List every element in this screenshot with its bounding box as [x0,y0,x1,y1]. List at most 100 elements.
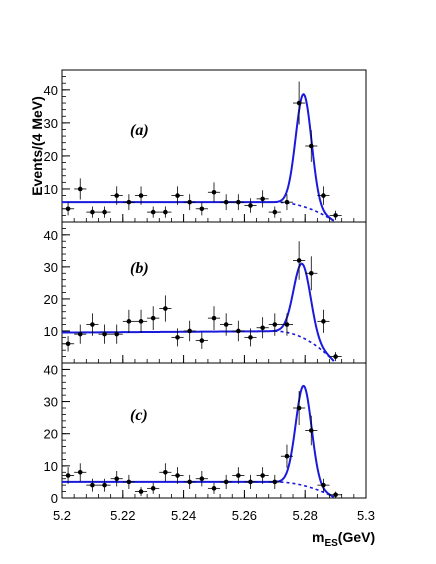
data-marker [150,315,156,321]
data-marker [175,473,180,478]
panel-b-data-point [220,313,233,336]
data-marker [187,328,192,334]
data-marker [296,258,302,263]
x-tick-label: 5.3 [357,508,375,523]
panel-a-data-point [98,206,111,218]
data-marker [308,428,314,433]
panel-b-data-point [317,309,330,333]
panel-c-data-point [183,474,196,489]
panel-a-data-point [74,178,87,200]
panel-a-data-point [268,206,281,218]
x-axis-title-unit: (GeV) [338,529,375,545]
panel-a-data-point [122,194,135,211]
x-tick-label: 5.22 [110,508,135,523]
panel-a-data-point [256,190,269,208]
x-axis-title: mES(GeV) [312,529,375,549]
panel-c-y-tick-label: 0 [51,491,58,506]
data-marker [272,209,278,215]
x-axis-title-main: m [312,529,324,545]
panel-a-y-tick-label: 30 [44,116,58,131]
data-marker [163,306,168,311]
data-marker [77,186,83,192]
panel-a-data-point [280,194,294,211]
data-marker [272,322,278,327]
panel-b-data-point [147,306,160,330]
data-marker [138,193,144,198]
data-marker [248,203,253,208]
data-marker [308,143,314,149]
data-marker [126,479,132,485]
panel-c-data-point [159,463,172,482]
panel-a-total-fit-curve [62,93,335,222]
data-marker [321,319,326,324]
data-marker [114,193,120,198]
panel-c-data-point [195,471,208,487]
panel-a-data-point [110,186,123,205]
data-marker [90,482,95,488]
panel-a-data-point [62,202,75,216]
panel-a-y-ticks: 10 20 30 40 [44,69,70,223]
data-marker [77,469,83,475]
data-marker [114,476,120,482]
panel-a-y-tick-label: 20 [44,149,58,164]
data-marker [150,486,156,491]
panel-b-y-tick-label: 10 [44,324,58,339]
panel-c-fit [62,384,335,498]
data-marker [150,209,156,215]
panel-a-data-point [147,206,160,218]
panel-c-y-ticks: 0 10 20 30 40 [44,362,70,506]
data-marker [248,335,253,340]
y-axis-title: Events/(4 MeV) [29,96,45,196]
panel-b-fit [62,262,335,362]
panel-a-data-point [86,206,99,218]
panel-c-data-point [256,467,269,484]
panel-c-data-point [98,478,111,492]
data-marker [175,193,180,198]
panel-b-data-point [329,352,342,362]
panel-a-data-point [305,130,318,162]
data-marker [163,209,168,215]
data-marker [90,322,95,327]
data-marker [102,331,107,337]
panel-c-data-points [62,390,342,498]
data-marker [199,206,205,212]
data-marker [102,482,107,488]
panel-b-data-point [86,313,99,336]
panel-c-label: (c) [130,407,148,424]
data-marker [187,199,192,205]
x-tick-label: 5.26 [232,508,257,523]
panel-b-data-point [159,295,172,322]
panel-a-data-point [159,206,172,218]
data-marker [77,331,83,337]
data-marker [211,486,217,491]
data-marker [236,199,241,205]
panel-c-data-point [171,467,184,484]
panel-c-data-point [207,482,221,494]
panel-b-label: (b) [130,260,149,277]
panel-b-data-point [98,324,111,344]
panel-b-data-point [171,328,184,347]
panel-a: (a) 10 20 30 40 [44,69,367,223]
data-marker [321,193,326,198]
panel-a-data-point [183,194,196,211]
data-marker [260,473,265,478]
panel-c-data-point [317,478,330,492]
data-marker [284,453,290,459]
panel-b-data-point [232,320,245,342]
data-marker [126,199,132,205]
panel-b-y-tick-label: 30 [44,260,58,275]
panel-b-data-point [280,313,294,336]
panel-b-y-tick-label: 40 [44,228,58,243]
data-marker [65,473,71,478]
panel-a-data-point [195,202,208,216]
data-marker [126,319,132,324]
x-axis-ticks: 5.2 5.22 5.24 5.26 5.28 5.3 [53,214,375,523]
panel-b-data-point [293,241,306,280]
panel-c-data-point [329,491,342,498]
panel-c-data-point [74,463,87,482]
data-marker [223,199,229,205]
data-marker [236,473,241,478]
panel-c-data-point [220,474,233,489]
panel-b-y-tick-label: 20 [44,292,58,307]
panel-b-data-points [62,241,342,362]
